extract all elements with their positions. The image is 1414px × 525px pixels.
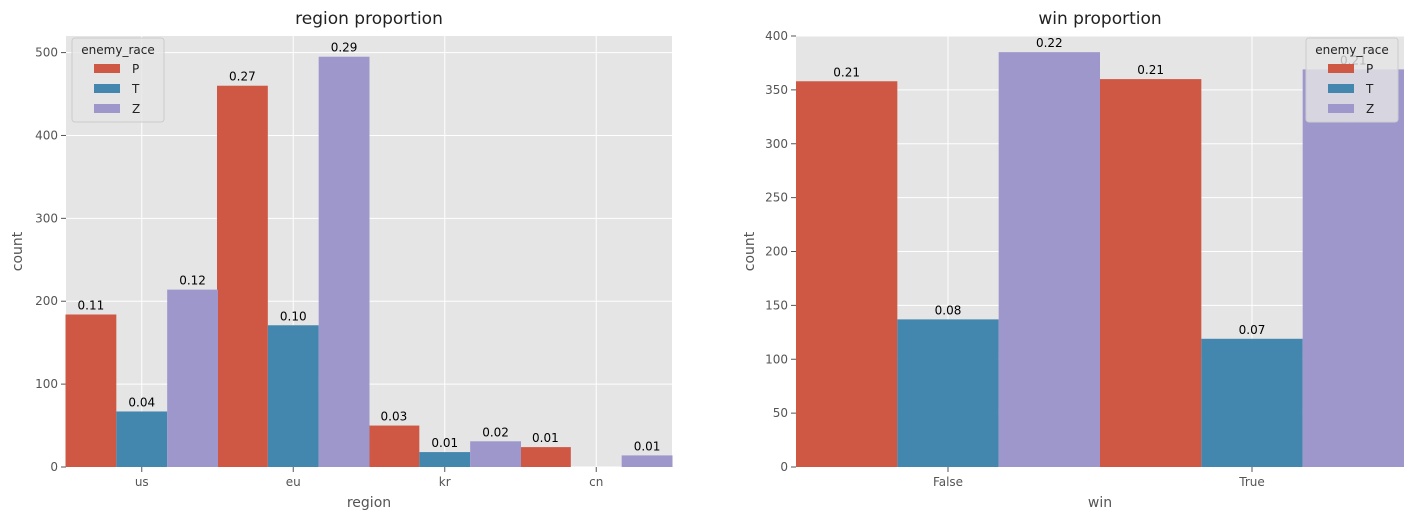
- legend-label-P: P: [132, 62, 139, 76]
- bar-P-eu: [217, 85, 268, 467]
- y-tick-label: 150: [765, 298, 788, 312]
- x-tick-label: kr: [439, 475, 451, 489]
- bar-P-cn: [520, 447, 571, 467]
- y-tick-label: 500: [35, 46, 58, 60]
- legend-label-T: T: [1365, 82, 1374, 96]
- y-axis-label: count: [742, 231, 758, 271]
- chart-1: 0 50 100 150 200 250 300 350 400 0.21 0.21 0.08 0.07…: [742, 9, 1404, 511]
- bar-Z-us: [167, 289, 218, 467]
- y-tick-label: 50: [773, 406, 788, 420]
- x-tick-label: False: [933, 475, 963, 489]
- bar-value-label: 0.01: [634, 439, 661, 453]
- bar-T-eu: [267, 325, 319, 467]
- x-tick-label: cn: [589, 475, 603, 489]
- y-tick-label: 250: [765, 191, 788, 205]
- x-tick-label: us: [135, 475, 149, 489]
- y-axis-label: count: [10, 231, 26, 271]
- bar-value-label: 0.29: [331, 41, 358, 55]
- x-axis-label: win: [1088, 495, 1112, 511]
- chart-0: 0 100 200 300 400 500 0.11 0.27 0.03 0.01 0.04 0.10…: [10, 9, 673, 511]
- x-axis-label: region: [347, 495, 391, 511]
- legend-label-T: T: [131, 82, 140, 96]
- bar-P-us: [65, 314, 117, 467]
- bar-P-kr: [368, 425, 420, 467]
- legend-box: [71, 37, 165, 123]
- bar-value-label: 0.12: [179, 274, 206, 288]
- bar-value-label: 0.08: [935, 303, 962, 317]
- legend-swatch-Z: [1328, 104, 1354, 113]
- legend-title: enemy_race: [1315, 43, 1388, 57]
- bar-T-kr: [419, 452, 471, 467]
- y-tick-label: 350: [765, 83, 788, 97]
- bar-value-label: 0.27: [229, 70, 256, 84]
- legend-box: [1305, 37, 1399, 123]
- bar-value-label: 0.04: [128, 395, 155, 409]
- y-tick-label: 100: [765, 352, 788, 366]
- legend-title: enemy_race: [81, 43, 154, 57]
- bar-value-label: 0.10: [280, 309, 307, 323]
- y-tick-label: 0: [780, 460, 788, 474]
- y-tick-label: 100: [35, 377, 58, 391]
- legend-swatch-Z: [94, 104, 120, 113]
- y-tick-label: 200: [765, 245, 788, 259]
- bar-Z-kr: [470, 441, 521, 467]
- bar-value-label: 0.07: [1239, 323, 1266, 337]
- y-tick-label: 0: [50, 460, 58, 474]
- bar-Z-False: [998, 52, 1100, 467]
- legend-swatch-T: [94, 84, 120, 93]
- bar-P-True: [1100, 79, 1202, 467]
- bar-T-False: [897, 319, 999, 467]
- bar-Z-True: [1302, 69, 1404, 467]
- bar-Z-eu: [318, 56, 370, 467]
- bar-T-True: [1201, 338, 1303, 467]
- legend-swatch-P: [94, 64, 120, 73]
- legend-label-Z: Z: [132, 102, 140, 116]
- bar-Z-cn: [621, 455, 673, 467]
- bar-P-False: [796, 81, 898, 467]
- bar-value-label: 0.21: [833, 65, 860, 79]
- legend-label-Z: Z: [1366, 102, 1374, 116]
- bar-T-us: [116, 411, 168, 467]
- chart-title: region proportion: [295, 9, 443, 29]
- legend: enemy_race PTZ: [1305, 37, 1399, 123]
- legend-swatch-P: [1328, 64, 1354, 73]
- bar-value-label: 0.01: [431, 436, 458, 450]
- legend-label-P: P: [1366, 62, 1373, 76]
- chart-title: win proportion: [1038, 9, 1161, 29]
- bar-value-label: 0.03: [381, 410, 408, 424]
- legend: enemy_race PTZ: [71, 37, 165, 123]
- y-tick-label: 200: [35, 294, 58, 308]
- bar-value-label: 0.11: [78, 298, 105, 312]
- y-tick-label: 300: [35, 211, 58, 225]
- bar-value-label: 0.21: [1137, 63, 1164, 77]
- x-tick-label: eu: [286, 475, 301, 489]
- y-tick-label: 400: [35, 128, 58, 142]
- y-tick-label: 300: [765, 137, 788, 151]
- x-tick-label: True: [1238, 475, 1265, 489]
- bar-value-label: 0.02: [482, 425, 509, 439]
- bar-value-label: 0.22: [1036, 36, 1063, 50]
- y-tick-label: 400: [765, 29, 788, 43]
- legend-swatch-T: [1328, 84, 1354, 93]
- bar-value-label: 0.01: [532, 431, 559, 445]
